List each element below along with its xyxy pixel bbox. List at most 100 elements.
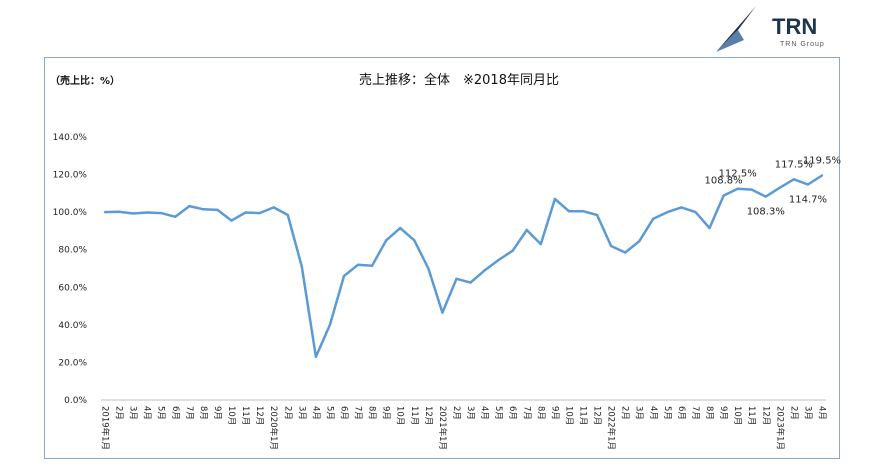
x-tick-label: 10月 (732, 406, 742, 425)
data-point (764, 195, 767, 198)
data-point (356, 263, 360, 266)
x-tick-label: 8月 (535, 406, 545, 420)
logo-subtext: TRN Group (780, 41, 825, 48)
x-tick-label: 5月 (493, 406, 503, 420)
x-tick-label: 6月 (676, 406, 686, 420)
data-point (145, 211, 149, 214)
x-tick-label: 8月 (198, 406, 208, 420)
y-tick-label: 20.0% (58, 358, 87, 368)
x-tick-label: 5月 (324, 406, 334, 420)
data-label: 114.7% (789, 195, 827, 206)
data-point (469, 281, 472, 284)
x-tick-label: 3月 (128, 406, 138, 420)
x-tick-label: 9月 (549, 406, 559, 420)
logo-mark-icon (716, 6, 756, 52)
x-tick-label: 7月 (353, 406, 363, 420)
x-tick-label: 9月 (381, 406, 391, 420)
data-point (455, 277, 458, 281)
x-tick-label: 2月 (114, 406, 124, 420)
data-point (483, 269, 486, 272)
x-tick-label: 2022年1月 (606, 406, 617, 450)
x-tick-label: 2020年1月 (268, 406, 279, 450)
data-point (595, 213, 599, 217)
x-tick-label: 11月 (746, 406, 756, 425)
x-tick-label: 6月 (507, 406, 517, 420)
y-tick-label: 140.0% (53, 133, 88, 143)
y-tick-label: 40.0% (58, 321, 87, 331)
data-point (188, 204, 191, 208)
data-point (399, 226, 402, 230)
data-label: 108.3% (747, 207, 785, 218)
x-tick-label: 12月 (254, 406, 264, 425)
data-point (609, 244, 613, 248)
data-point (511, 249, 514, 252)
data-point (286, 213, 289, 217)
data-point (328, 323, 332, 327)
data-point (722, 194, 725, 197)
x-tick-label: 11月 (409, 406, 419, 425)
data-point (581, 210, 585, 213)
x-tick-label: 6月 (339, 406, 349, 420)
x-tick-label: 10月 (563, 406, 573, 425)
data-point (244, 211, 247, 214)
data-point (216, 208, 219, 212)
x-tick-label: 9月 (718, 406, 728, 420)
x-tick-label: 7月 (690, 406, 700, 420)
x-tick-label: 4月 (648, 406, 658, 420)
x-tick-label: 10月 (226, 406, 236, 425)
data-point (525, 228, 528, 232)
data-point (666, 210, 669, 214)
data-point (427, 267, 430, 270)
sales-series-line (104, 174, 823, 359)
data-point (708, 226, 711, 230)
data-point (623, 251, 627, 254)
data-point (384, 239, 388, 242)
x-tick-label: 2021年1月 (437, 406, 448, 450)
data-point (652, 217, 655, 220)
data-point (680, 206, 683, 209)
logo-brand: TRN (772, 14, 817, 39)
unit-label: （売上比：%） (50, 74, 120, 87)
x-tick-label: 2023年1月 (774, 406, 785, 450)
data-point (638, 240, 641, 243)
x-tick-label: 3月 (634, 406, 644, 420)
data-point (694, 210, 697, 214)
x-tick-label: 4月 (142, 406, 152, 420)
x-tick-label: 6月 (170, 406, 180, 420)
x-tick-label: 7月 (521, 406, 531, 420)
data-point (553, 197, 557, 201)
x-tick-label: 4月 (310, 406, 320, 420)
chart-title: 売上推移：全体 ※2018年同月比 (359, 72, 559, 88)
data-point (413, 239, 416, 242)
y-tick-label: 120.0% (53, 171, 88, 181)
x-tick-label: 3月 (296, 406, 306, 420)
x-tick-label: 2月 (788, 406, 798, 420)
x-tick-label: 10月 (395, 406, 405, 425)
data-point (736, 187, 739, 190)
x-tick-label: 9月 (212, 406, 222, 420)
data-point (272, 206, 275, 209)
x-tick-label: 2月 (282, 406, 292, 420)
data-point (230, 219, 233, 222)
data-label: 117.5% (775, 159, 813, 170)
x-tick-label: 2月 (451, 406, 461, 420)
data-point (539, 242, 543, 246)
data-point (160, 211, 163, 215)
x-tick-label: 5月 (156, 406, 166, 420)
x-tick-label: 2月 (620, 406, 630, 420)
data-point (441, 311, 444, 314)
sales-trend-chart: （売上比：%） 売上推移：全体 ※2018年同月比 0.0% 20.0% 40.0%… (50, 72, 841, 450)
x-tick-label: 12月 (592, 406, 602, 425)
x-tick-label: 12月 (423, 406, 433, 425)
x-tick-label: 8月 (704, 406, 714, 420)
x-tick-label: 3月 (465, 406, 475, 420)
y-tick-label: 100.0% (53, 208, 88, 218)
data-point (117, 210, 121, 213)
x-tick-label: 8月 (367, 406, 377, 420)
data-point (497, 258, 500, 262)
data-point (778, 186, 782, 189)
x-tick-label: 4月 (817, 406, 827, 420)
chart-frame: （売上比：%） 売上推移：全体 ※2018年同月比 0.0% 20.0% 40.0%… (44, 57, 841, 459)
data-point (258, 211, 261, 215)
data-point (103, 210, 107, 214)
